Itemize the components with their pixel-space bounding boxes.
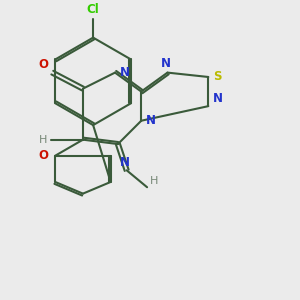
Text: Cl: Cl bbox=[87, 3, 100, 16]
Text: S: S bbox=[213, 70, 221, 83]
Text: H: H bbox=[150, 176, 158, 186]
Text: N: N bbox=[119, 66, 129, 79]
Text: O: O bbox=[38, 149, 48, 162]
Text: N: N bbox=[120, 156, 130, 169]
Text: N: N bbox=[146, 114, 156, 127]
Text: N: N bbox=[161, 57, 171, 70]
Text: N: N bbox=[213, 92, 223, 105]
Text: O: O bbox=[38, 58, 48, 71]
Text: H: H bbox=[39, 135, 47, 145]
